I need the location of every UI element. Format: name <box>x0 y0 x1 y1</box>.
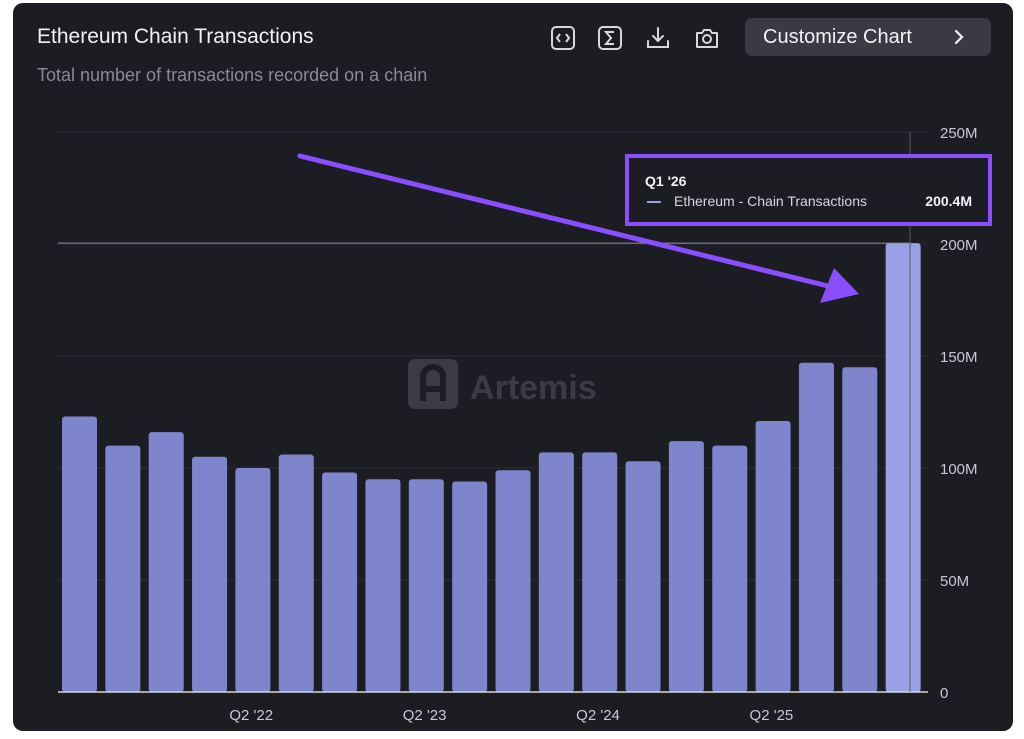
y-tick-label: 150M <box>940 349 978 366</box>
arrow-head <box>820 268 859 303</box>
bar <box>105 445 141 692</box>
tooltip-box <box>625 154 992 226</box>
x-tick-label: Q2 '22 <box>229 707 273 724</box>
customize-chart-button[interactable]: Customize Chart <box>745 18 991 56</box>
bar <box>625 461 661 692</box>
bar <box>365 479 401 692</box>
watermark-text: Artemis <box>470 369 597 407</box>
chart-subtitle: Total number of transactions recorded on… <box>37 65 428 85</box>
chart-title: Ethereum Chain Transactions <box>37 25 314 48</box>
chart-panel: Ethereum Chain Transactions Total number… <box>13 3 1013 731</box>
y-tick-label: 0 <box>940 685 948 702</box>
bar <box>885 243 921 692</box>
bar <box>235 468 271 692</box>
y-tick-label: 50M <box>940 573 969 590</box>
x-tick-label: Q2 '24 <box>576 707 620 724</box>
download-icon[interactable] <box>643 23 673 53</box>
bars <box>62 243 921 692</box>
artemis-logo-mark <box>420 364 446 401</box>
y-tick-label: 250M <box>940 125 978 142</box>
x-tick-label: Q2 '23 <box>403 707 447 724</box>
customize-chart-label: Customize Chart <box>763 25 912 48</box>
y-tick-label: 200M <box>940 237 978 254</box>
bar <box>148 432 184 692</box>
bar <box>192 456 228 692</box>
tooltip: Q1 '26 Ethereum - Chain Transactions 200.4… <box>625 154 992 226</box>
annotation-arrow <box>297 153 859 303</box>
bar <box>842 367 878 692</box>
bar <box>538 452 574 692</box>
chevron-right-icon <box>954 29 964 45</box>
bar <box>322 472 358 692</box>
artemis-watermark: Artemis <box>408 359 597 409</box>
arrow-shaft <box>297 153 831 289</box>
bar <box>278 454 314 692</box>
bar <box>755 420 791 692</box>
camera-icon[interactable] <box>692 23 722 53</box>
sigma-icon[interactable] <box>595 23 625 53</box>
bar <box>452 481 488 692</box>
bar <box>62 416 97 692</box>
bar <box>582 452 618 692</box>
bar <box>668 441 704 692</box>
y-tick-label: 100M <box>940 461 978 478</box>
bar <box>798 362 834 692</box>
bar <box>495 470 531 692</box>
bar <box>712 445 748 692</box>
bar <box>408 479 444 692</box>
tooltip-series-name: Ethereum - Chain Transactions <box>674 193 867 209</box>
tooltip-value: 200.4M <box>925 193 972 209</box>
embed-code-icon[interactable] <box>548 23 578 53</box>
x-tick-label: Q2 '25 <box>750 707 794 724</box>
bar-chart: 0 50M 100M 150M 200M 250M Artemis Q2 '22 Q2 '23 Q… <box>58 125 992 724</box>
tooltip-period: Q1 '26 <box>645 173 687 189</box>
